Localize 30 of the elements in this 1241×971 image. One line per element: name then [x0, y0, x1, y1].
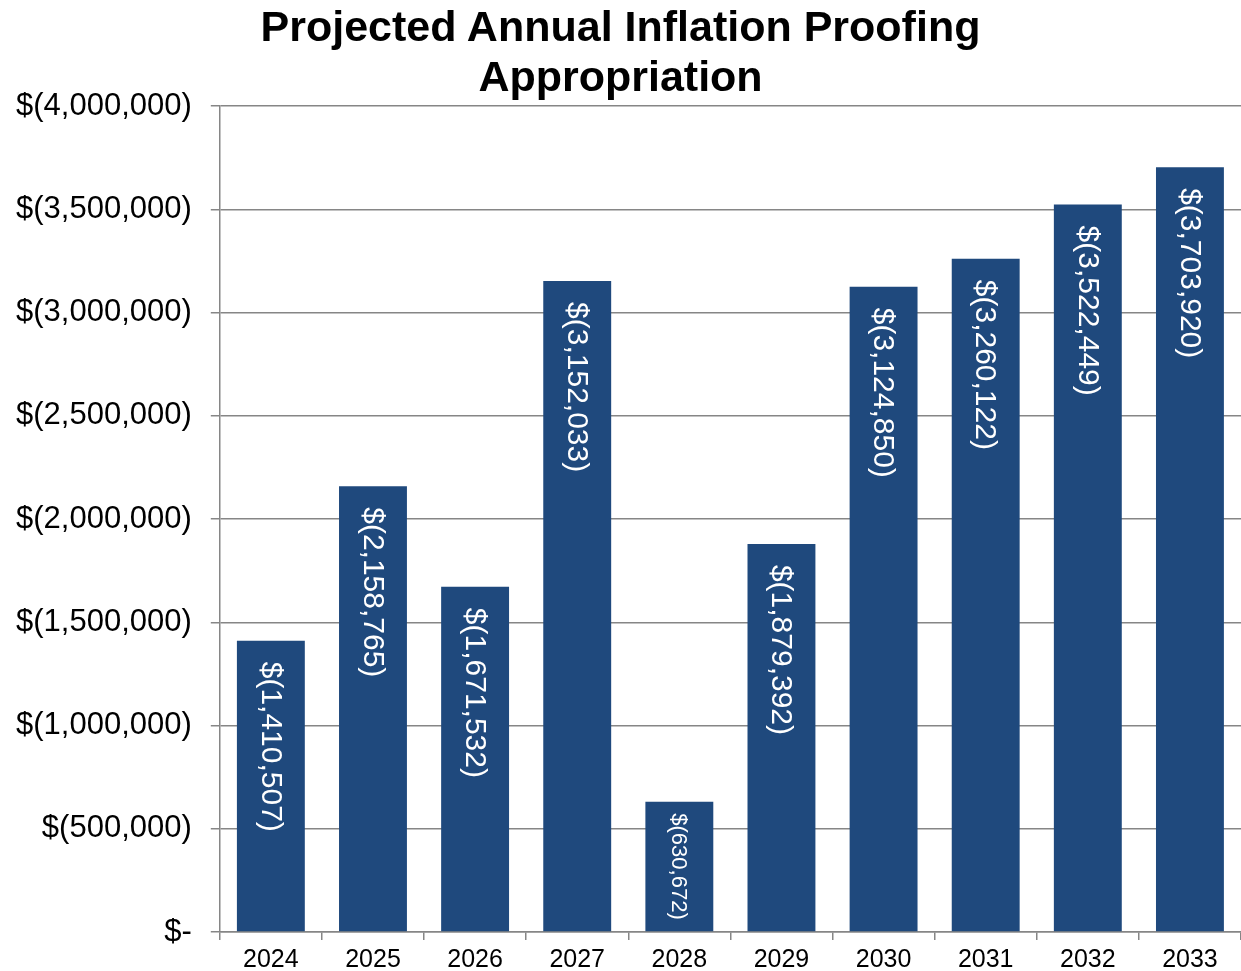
y-tick-label: $-	[164, 912, 192, 948]
data-label: $(3,124,850)	[868, 307, 902, 478]
x-tick-label: 2025	[345, 944, 401, 971]
y-tick-label: $(1,500,000)	[15, 602, 192, 638]
x-tick-label: 2033	[1162, 944, 1218, 971]
y-tick-label: $(3,500,000)	[15, 189, 192, 225]
x-tick-label: 2027	[549, 944, 606, 971]
data-label: $(1,879,392)	[766, 564, 800, 736]
data-label: $(3,260,122)	[970, 279, 1004, 450]
x-tick-label: 2029	[753, 944, 810, 971]
data-label: $(630,672)	[667, 813, 693, 920]
x-tick-label: 2028	[651, 944, 708, 971]
y-tick-label: $(2,500,000)	[15, 396, 192, 432]
y-tick-label: $(3,000,000)	[15, 293, 192, 329]
data-label: $(1,410,507)	[255, 661, 289, 832]
data-label: $(3,522,449)	[1072, 225, 1106, 396]
y-tick-label: $(1,000,000)	[15, 706, 192, 742]
data-label: $(1,671,532)	[459, 607, 493, 778]
x-tick-label: 2032	[1060, 944, 1116, 971]
data-label: $(3,703,920)	[1174, 188, 1208, 359]
x-tick-label: 2024	[243, 944, 299, 971]
data-label: $(2,158,765)	[357, 507, 391, 678]
chart-title: Projected Annual Inflation Proofing Appropriation	[259, 1, 982, 101]
x-tick-label: 2026	[447, 944, 503, 971]
y-tick-label: $(500,000)	[41, 809, 192, 845]
x-tick-label: 2030	[855, 944, 912, 971]
x-tick-label: 2031	[957, 944, 1014, 971]
y-tick-label: $(4,000,000)	[15, 86, 192, 122]
y-tick-label: $(2,000,000)	[15, 499, 192, 535]
data-label: $(3,152,033)	[561, 302, 595, 473]
